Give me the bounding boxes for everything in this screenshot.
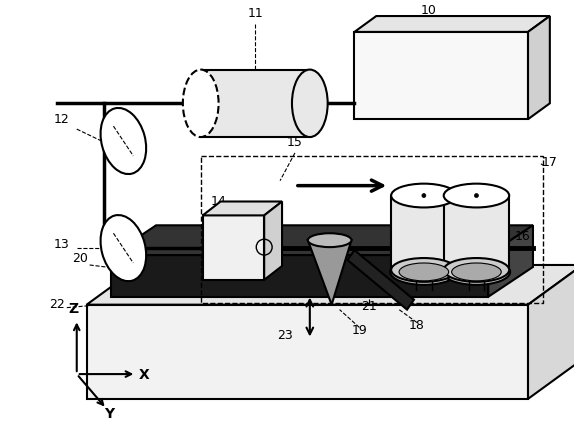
Ellipse shape xyxy=(292,70,328,137)
Ellipse shape xyxy=(452,263,501,281)
Bar xyxy=(200,156,543,303)
Text: X: X xyxy=(139,368,150,382)
Text: 15: 15 xyxy=(287,136,303,149)
Polygon shape xyxy=(354,16,550,32)
Bar xyxy=(354,32,528,119)
Text: 11: 11 xyxy=(248,7,263,20)
Bar xyxy=(391,196,457,270)
Text: 17: 17 xyxy=(542,156,558,169)
Ellipse shape xyxy=(390,259,457,285)
Text: 18: 18 xyxy=(409,319,425,333)
Ellipse shape xyxy=(444,184,509,207)
Ellipse shape xyxy=(399,263,449,281)
Bar xyxy=(200,70,310,137)
Text: 13: 13 xyxy=(54,238,70,251)
Polygon shape xyxy=(488,226,533,297)
Text: 14: 14 xyxy=(211,195,226,209)
Ellipse shape xyxy=(101,215,146,281)
Ellipse shape xyxy=(183,70,218,137)
Ellipse shape xyxy=(391,258,457,282)
Polygon shape xyxy=(528,265,576,399)
Bar xyxy=(112,255,488,297)
Ellipse shape xyxy=(391,184,457,207)
Circle shape xyxy=(422,194,426,197)
Polygon shape xyxy=(308,240,351,305)
Polygon shape xyxy=(528,16,550,119)
Text: 20: 20 xyxy=(72,252,88,265)
Bar xyxy=(86,305,528,399)
Text: Y: Y xyxy=(104,407,115,421)
Text: 22: 22 xyxy=(49,298,65,311)
Text: 23: 23 xyxy=(277,329,293,343)
Circle shape xyxy=(475,194,479,197)
Ellipse shape xyxy=(444,258,509,282)
Polygon shape xyxy=(112,226,533,255)
Bar xyxy=(444,196,509,270)
Text: 16: 16 xyxy=(514,230,530,243)
Polygon shape xyxy=(203,201,282,216)
Text: 10: 10 xyxy=(421,4,437,17)
Text: Z: Z xyxy=(69,302,79,316)
Ellipse shape xyxy=(101,108,146,174)
Ellipse shape xyxy=(308,233,351,247)
Polygon shape xyxy=(347,250,414,310)
Text: 12: 12 xyxy=(54,113,70,126)
Text: 21: 21 xyxy=(362,300,377,313)
Bar xyxy=(203,216,264,280)
Text: 19: 19 xyxy=(351,324,367,337)
Ellipse shape xyxy=(443,259,510,285)
Polygon shape xyxy=(86,265,576,305)
Polygon shape xyxy=(264,201,282,280)
